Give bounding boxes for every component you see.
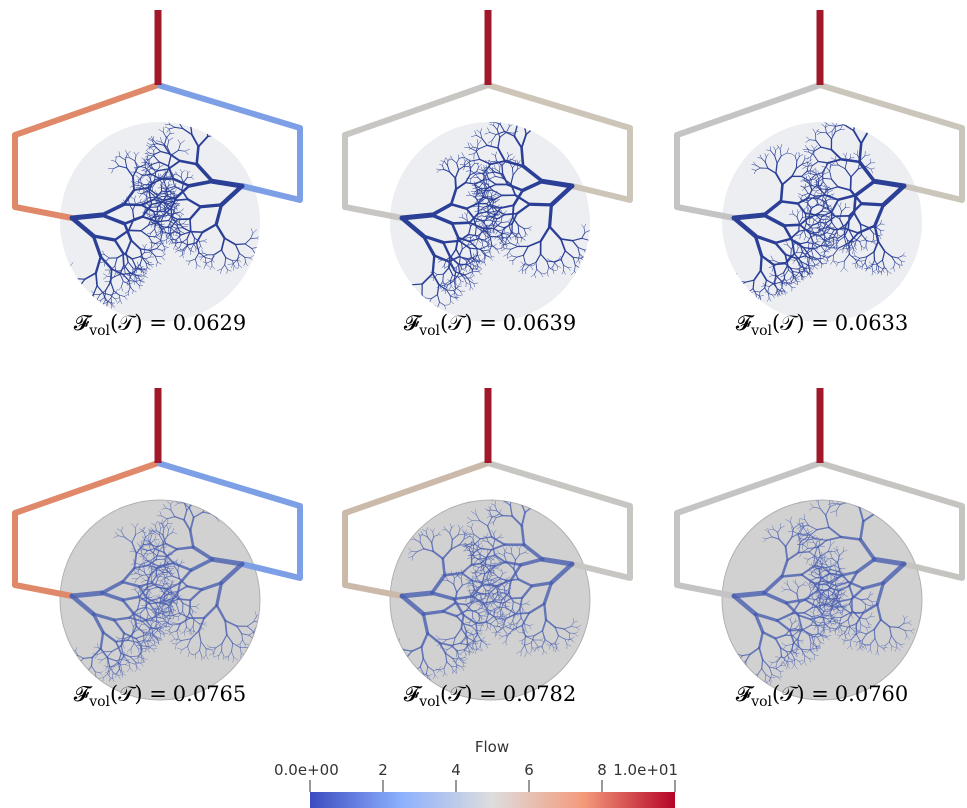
- caption: 𝓕vol(𝒯) =0.0782: [404, 682, 577, 710]
- caption-value: 0.0765: [173, 682, 246, 706]
- caption: 𝓕vol(𝒯) =0.0765: [74, 682, 247, 710]
- caption: 𝓕vol(𝒯) =0.0633: [736, 311, 909, 339]
- colorbar-tick-label: 4: [451, 761, 461, 779]
- caption-value: 0.0760: [835, 682, 908, 706]
- panel: 𝓕vol(𝒯) =0.0633: [677, 10, 962, 339]
- panel: 𝓕vol(𝒯) =0.0629: [15, 10, 300, 339]
- colorbar-tick-label: 0.0e+00: [274, 761, 339, 779]
- caption-arg: (𝒯) =: [110, 682, 167, 706]
- domain: [722, 500, 922, 700]
- caption-value: 0.0782: [503, 682, 576, 706]
- colorbar: [310, 792, 675, 808]
- caption-arg: (𝒯) =: [772, 311, 829, 335]
- panel: 𝓕vol(𝒯) =0.0639: [345, 10, 630, 339]
- colorbar-tick-label: 8: [597, 761, 607, 779]
- caption-sub: vol: [418, 323, 440, 339]
- colorbar-tick-label: 6: [524, 761, 534, 779]
- caption: 𝓕vol(𝒯) =0.0629: [74, 311, 247, 339]
- domain: [390, 122, 590, 322]
- caption-sub: vol: [418, 694, 440, 710]
- caption-value: 0.0633: [835, 311, 908, 335]
- colorbar-tick-label: 2: [378, 761, 388, 779]
- caption-arg: (𝒯) =: [110, 311, 167, 335]
- caption-sub: vol: [88, 323, 110, 339]
- caption-sub: vol: [88, 694, 110, 710]
- panel: 𝓕vol(𝒯) =0.0765: [15, 388, 300, 710]
- caption-sub: vol: [750, 323, 772, 339]
- panel: 𝓕vol(𝒯) =0.0760: [677, 388, 962, 710]
- domain: [390, 500, 590, 700]
- caption-sub: vol: [750, 694, 772, 710]
- caption-value: 0.0629: [173, 311, 246, 335]
- domain: [722, 122, 922, 322]
- caption-value: 0.0639: [503, 311, 576, 335]
- caption-arg: (𝒯) =: [772, 682, 829, 706]
- panel: 𝓕vol(𝒯) =0.0782: [345, 388, 630, 710]
- caption-arg: (𝒯) =: [440, 682, 497, 706]
- caption: 𝓕vol(𝒯) =0.0760: [736, 682, 909, 710]
- colorbar-tick-label: 1.0e+01: [613, 761, 678, 779]
- caption-arg: (𝒯) =: [440, 311, 497, 335]
- colorbar-title: Flow: [475, 738, 509, 756]
- caption: 𝓕vol(𝒯) =0.0639: [404, 311, 577, 339]
- figure: 𝓕vol(𝒯) =0.0629 𝓕vol(𝒯) =0.0639 𝓕vol(𝒯) =0…: [0, 0, 967, 808]
